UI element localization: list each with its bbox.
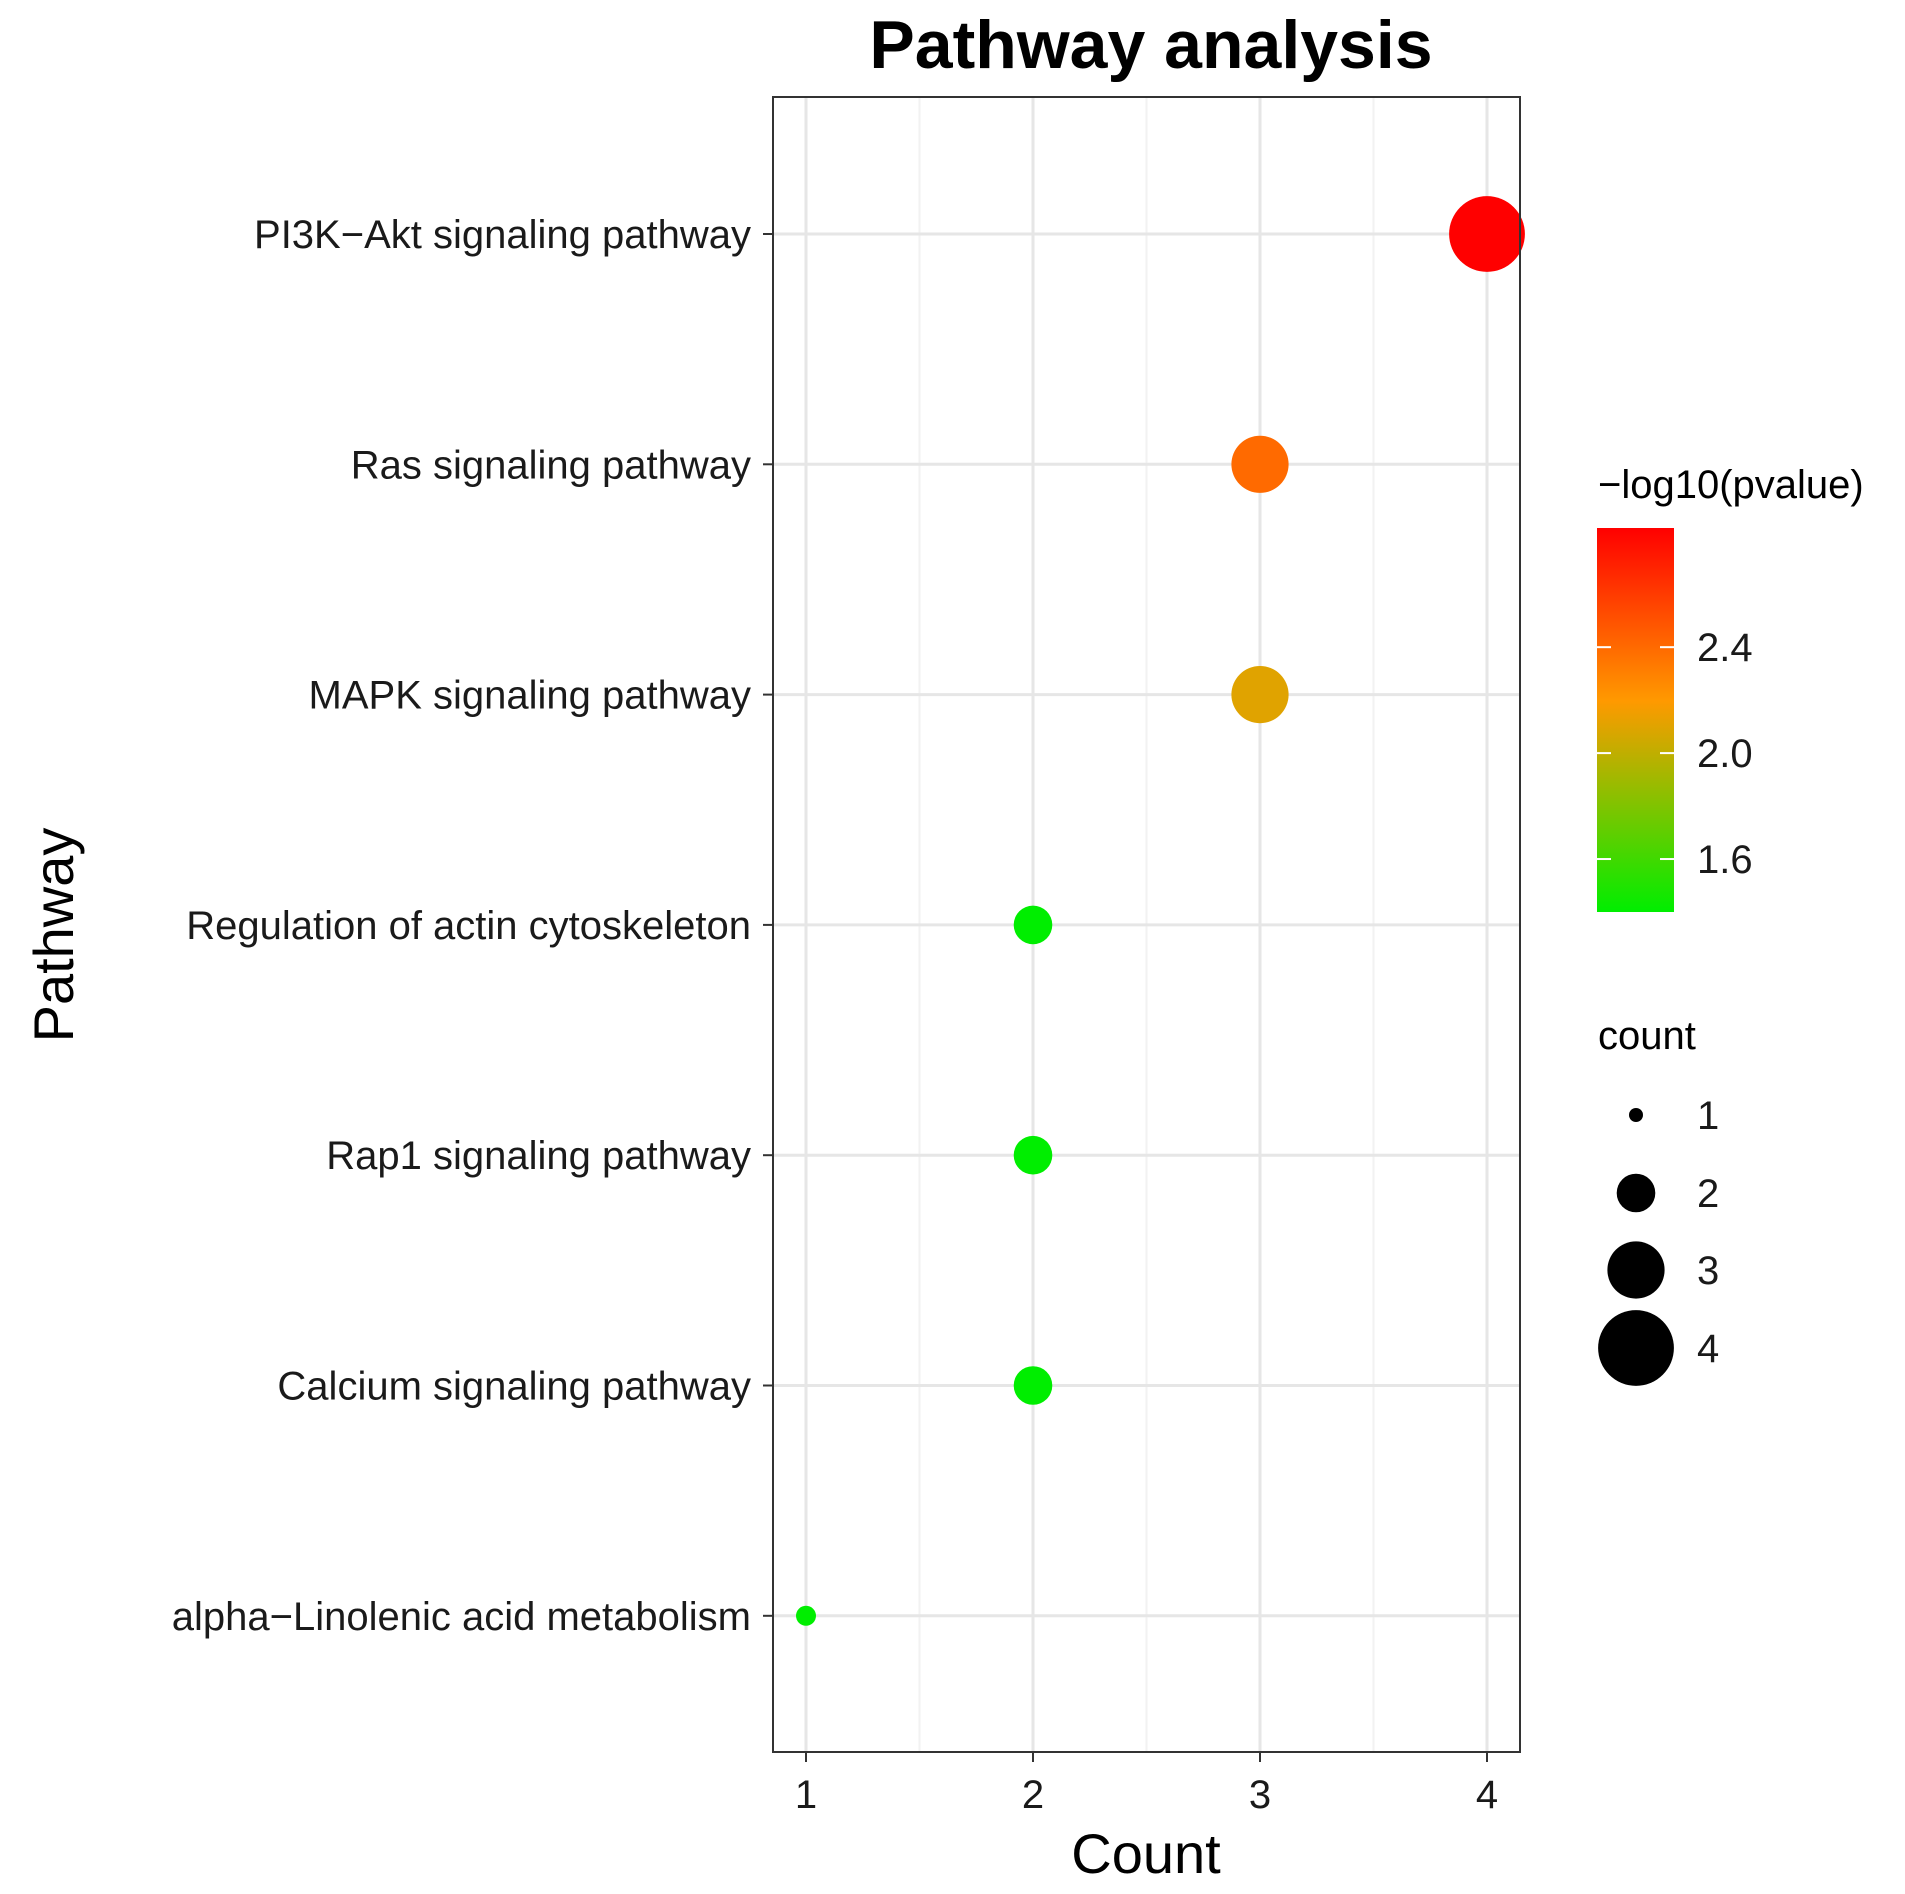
color-bar-tick-label: 2.0 (1697, 732, 1753, 776)
y-tick-label: Rap1 signaling pathway (326, 1134, 751, 1178)
x-tick-label: 2 (1022, 1773, 1044, 1817)
size-legend-dot (1607, 1241, 1665, 1299)
y-axis-label: Pathway (22, 828, 85, 1043)
x-axis-label: Count (1071, 1822, 1221, 1885)
y-tick-label: Regulation of actin cytoskeleton (186, 904, 751, 948)
size-legend-title: count (1598, 1014, 1696, 1058)
y-axis-ticks: PI3K−Akt signaling pathway Ras signaling … (172, 213, 773, 1639)
y-tick-label: PI3K−Akt signaling pathway (254, 213, 751, 257)
x-tick-label: 1 (795, 1773, 817, 1817)
y-tick-label: alpha−Linolenic acid metabolism (172, 1595, 751, 1639)
data-point (1013, 1135, 1053, 1175)
grid-lines (773, 97, 1520, 1752)
color-legend: −log10(pvalue) 1.6 2.0 2.4 (1597, 463, 1864, 912)
size-legend-dot (1598, 1310, 1674, 1386)
y-tick-label: Calcium signaling pathway (277, 1365, 751, 1409)
y-tick-label: MAPK signaling pathway (309, 674, 751, 718)
size-legend-keys: 1 2 3 4 (1598, 1094, 1719, 1386)
chart-title: Pathway analysis (869, 7, 1432, 83)
color-bar-tick-label: 2.4 (1697, 626, 1753, 670)
size-legend-dot (1629, 1108, 1643, 1122)
data-point (1013, 905, 1053, 945)
size-legend-label: 2 (1697, 1172, 1719, 1216)
data-point (796, 1605, 816, 1626)
x-axis-ticks: 1 2 3 4 (795, 1752, 1498, 1817)
data-point (1231, 435, 1289, 493)
y-tick-label: Ras signaling pathway (351, 443, 751, 487)
data-point (1013, 1366, 1053, 1405)
data-points (796, 196, 1525, 1626)
size-legend-label: 4 (1697, 1327, 1719, 1371)
size-legend-dot (1616, 1173, 1656, 1213)
color-legend-title: −log10(pvalue) (1598, 463, 1864, 507)
x-tick-label: 4 (1476, 1773, 1498, 1817)
size-legend: count 1 2 3 4 (1598, 1014, 1719, 1386)
data-point (1231, 666, 1289, 724)
color-bar (1597, 528, 1674, 912)
color-bar-tick-label: 1.6 (1697, 838, 1753, 882)
size-legend-label: 1 (1697, 1094, 1719, 1138)
color-bar-ticks: 1.6 2.0 2.4 (1597, 626, 1753, 882)
x-tick-label: 3 (1249, 1773, 1271, 1817)
data-point (1449, 196, 1525, 272)
size-legend-label: 3 (1697, 1249, 1719, 1293)
